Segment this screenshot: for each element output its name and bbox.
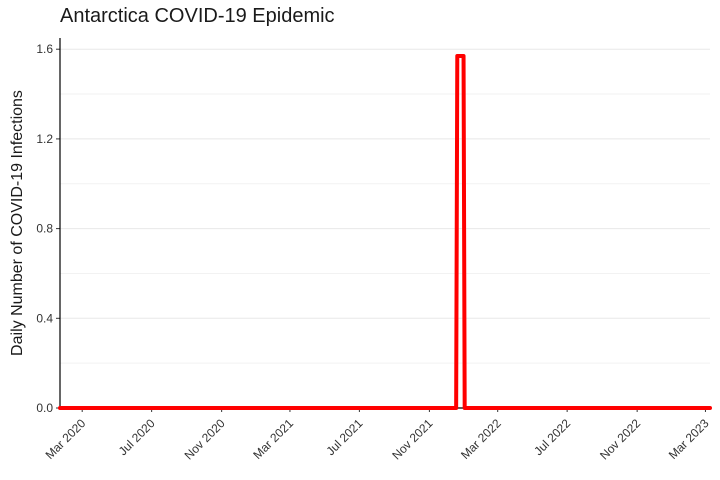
y-tick-label: 0.0 <box>36 401 53 415</box>
y-tick-label: 1.6 <box>36 42 53 56</box>
chart-title: Antarctica COVID-19 Epidemic <box>60 5 335 27</box>
x-tick-label: Mar 2021 <box>250 416 296 462</box>
x-tick-label: Nov 2020 <box>182 416 228 462</box>
x-tick-label: Nov 2022 <box>597 416 643 462</box>
series-line <box>58 53 712 410</box>
y-axis-title: Daily Number of COVID-19 Infections <box>9 90 26 356</box>
x-tick-label: Mar 2022 <box>458 416 504 462</box>
y-tick-label: 1.2 <box>36 132 53 146</box>
x-tick-label: Mar 2020 <box>43 416 89 462</box>
x-tick-label: Jul 2022 <box>531 416 573 458</box>
x-tick-label: Jul 2020 <box>116 416 158 458</box>
x-tick-label: Mar 2023 <box>666 416 712 462</box>
y-tick-label: 0.8 <box>36 222 53 236</box>
x-tick-label: Jul 2021 <box>324 416 366 458</box>
y-tick-label: 0.4 <box>36 311 53 325</box>
x-tick-label: Nov 2021 <box>389 416 435 462</box>
